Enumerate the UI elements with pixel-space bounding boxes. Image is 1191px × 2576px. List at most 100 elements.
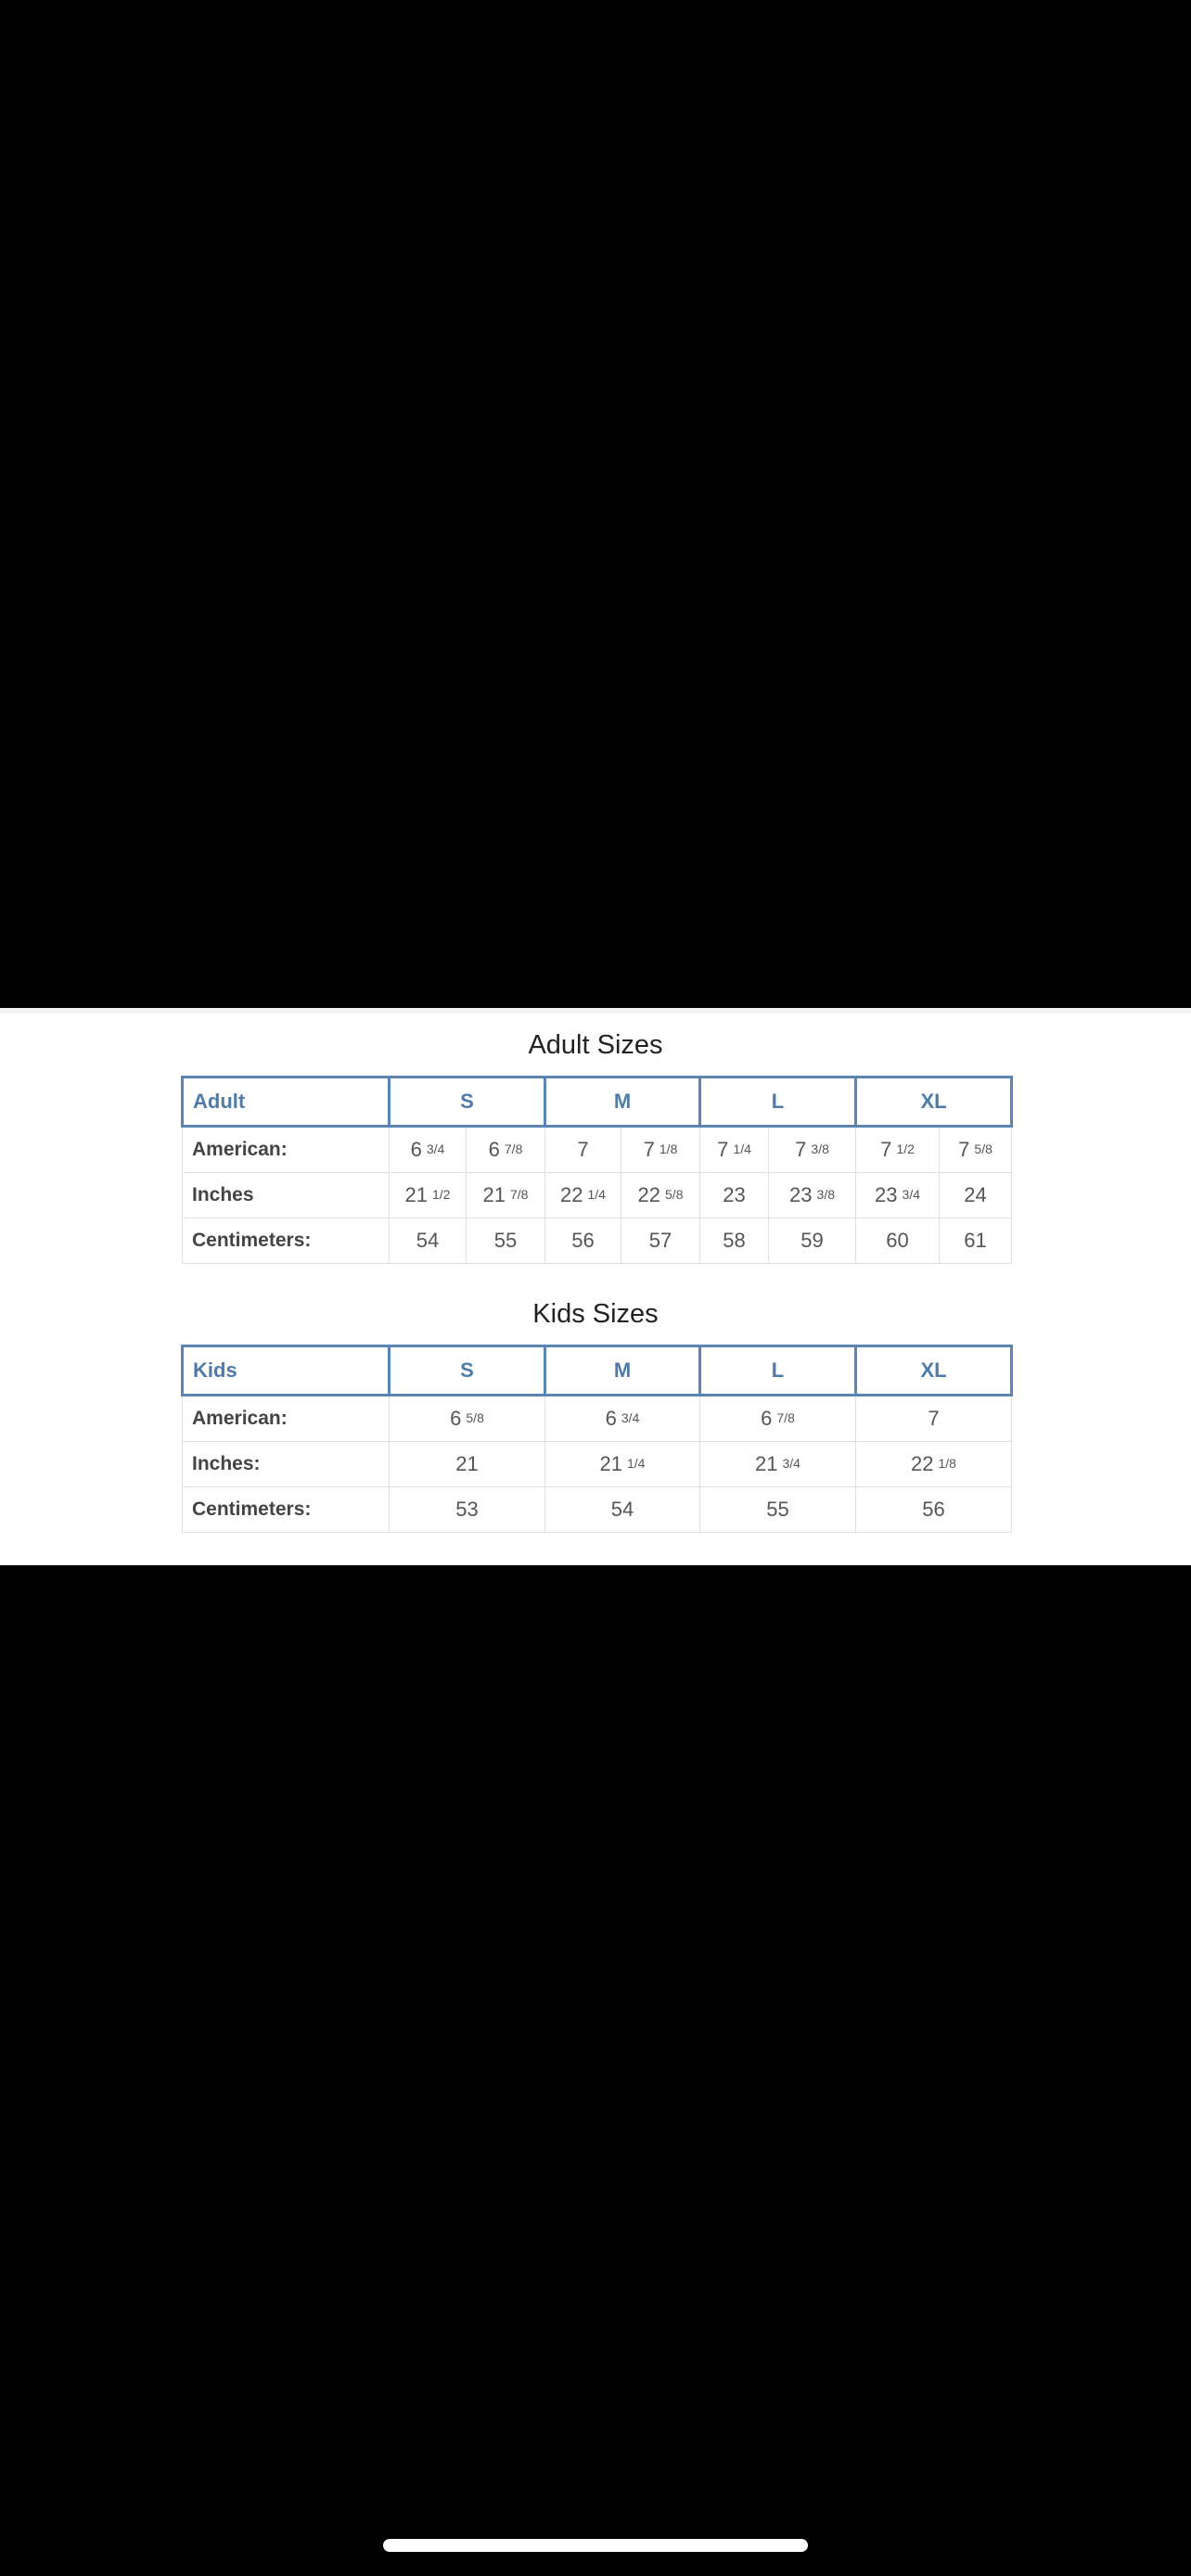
size-value: 22 1/8 [855, 1441, 1012, 1487]
whole-value: 58 [723, 1229, 746, 1252]
size-value: 55 [466, 1218, 545, 1264]
size-value: 57 [620, 1218, 701, 1264]
whole-value: 55 [766, 1498, 789, 1521]
size-value: 21 1/2 [389, 1172, 467, 1218]
table-row: Centimeters: 53 54 55 56 [182, 1486, 1012, 1533]
size-header: L [698, 1345, 857, 1396]
size-value: 23 3/4 [855, 1172, 941, 1218]
fraction-value: 1/8 [938, 1456, 956, 1471]
row-label: Centimeters: [182, 1486, 390, 1533]
whole-value: 7 [577, 1138, 589, 1161]
kids-sizes-title: Kids Sizes [532, 1299, 659, 1329]
whole-value: 21 [599, 1452, 622, 1475]
row-label: American: [182, 1395, 390, 1442]
whole-value: 54 [416, 1229, 440, 1252]
whole-value: 7 [643, 1138, 655, 1161]
adult-sizes-title: Adult Sizes [528, 1030, 663, 1060]
whole-value: 21 [755, 1452, 778, 1475]
size-value: 7 1/4 [699, 1126, 770, 1173]
size-value: 59 [768, 1218, 857, 1264]
table-row: Inches 21 1/2 21 7/8 22 1/4 22 5/8 23 23 3/8 23 3/4 24 [182, 1172, 1013, 1218]
whole-value: 22 [560, 1183, 583, 1206]
size-value: 7 1/2 [855, 1126, 941, 1173]
size-value: 7 1/8 [620, 1126, 701, 1173]
table-row: American: 6 5/8 6 3/4 6 7/8 7 [182, 1395, 1012, 1442]
fraction-value: 5/8 [466, 1410, 484, 1425]
row-label: Centimeters: [182, 1218, 390, 1264]
size-value: 55 [699, 1486, 856, 1533]
size-value: 56 [544, 1218, 621, 1264]
fraction-value: 3/4 [621, 1410, 640, 1425]
whole-value: 21 [482, 1183, 506, 1206]
whole-value: 56 [922, 1498, 945, 1521]
fraction-value: 1/8 [659, 1141, 678, 1156]
size-value: 21 1/4 [544, 1441, 700, 1487]
whole-value: 22 [637, 1183, 661, 1206]
fraction-value: 1/4 [733, 1141, 751, 1156]
whole-value: 23 [723, 1183, 746, 1206]
whole-value: 22 [911, 1452, 934, 1475]
header-row: Kids S M L XL [181, 1345, 1013, 1396]
whole-value: 7 [795, 1138, 807, 1161]
size-value: 58 [699, 1218, 770, 1264]
header-row: Adult S M L XL [181, 1076, 1014, 1128]
fraction-value: 1/4 [587, 1187, 606, 1202]
fraction-value: 1/2 [432, 1187, 451, 1202]
whole-value: 7 [880, 1138, 892, 1161]
size-value: 7 [855, 1395, 1012, 1442]
size-value: 60 [855, 1218, 941, 1264]
size-value: 56 [855, 1486, 1012, 1533]
fraction-value: 3/4 [782, 1456, 800, 1471]
table-row: American: 6 3/4 6 7/8 7 7 1/8 7 1/4 7 3/8 7 1/2 7 5/8 [182, 1126, 1013, 1173]
table-row: Inches: 21 21 1/4 21 3/4 22 1/8 [182, 1441, 1012, 1487]
size-value: 6 7/8 [466, 1126, 545, 1173]
table-header-label: Kids [181, 1345, 391, 1396]
row-label: Inches [182, 1172, 390, 1218]
whole-value: 21 [404, 1183, 428, 1206]
fraction-value: 3/8 [811, 1141, 829, 1156]
whole-value: 56 [571, 1229, 595, 1252]
size-value: 6 5/8 [389, 1395, 545, 1442]
whole-value: 55 [493, 1229, 518, 1252]
size-value: 24 [939, 1172, 1013, 1218]
whole-value: 54 [610, 1498, 634, 1521]
fraction-value: 3/4 [426, 1141, 445, 1156]
whole-value: 53 [455, 1498, 479, 1521]
size-value: 54 [389, 1218, 467, 1264]
fraction-value: 7/8 [776, 1410, 795, 1425]
size-value: 54 [544, 1486, 700, 1533]
whole-value: 7 [928, 1407, 940, 1430]
fraction-value: 7/8 [510, 1187, 529, 1202]
whole-value: 21 [455, 1452, 479, 1475]
size-header: S [388, 1076, 546, 1128]
whole-value: 6 [410, 1138, 422, 1161]
fraction-value: 3/4 [902, 1187, 920, 1202]
fraction-value: 5/8 [974, 1141, 992, 1156]
home-indicator[interactable] [383, 2539, 808, 2552]
whole-value: 7 [958, 1138, 970, 1161]
whole-value: 60 [886, 1229, 909, 1252]
whole-value: 24 [964, 1183, 987, 1206]
size-value: 53 [389, 1486, 545, 1533]
row-label: Inches: [182, 1441, 390, 1487]
fraction-value: 3/8 [816, 1187, 835, 1202]
size-value: 21 [389, 1441, 545, 1487]
whole-value: 6 [488, 1138, 500, 1161]
size-value: 6 7/8 [699, 1395, 856, 1442]
size-header: XL [854, 1076, 1014, 1128]
whole-value: 57 [648, 1229, 672, 1252]
whole-value: 6 [761, 1407, 773, 1430]
whole-value: 6 [450, 1407, 462, 1430]
table-row: Centimeters: 54 55 56 57 58 59 60 61 [182, 1218, 1013, 1264]
size-value: 7 5/8 [939, 1126, 1013, 1173]
whole-value: 23 [875, 1183, 898, 1206]
whole-value: 6 [605, 1407, 617, 1430]
row-label: American: [182, 1126, 390, 1173]
size-value: 23 3/8 [768, 1172, 857, 1218]
size-value: 23 [699, 1172, 770, 1218]
whole-value: 61 [964, 1229, 987, 1252]
adult-size-table: Adult S M L XL American: 6 3/4 6 7/8 7 7 1/8 7 1/4 7 3/8… [181, 1076, 1014, 1264]
whole-value: 59 [800, 1229, 824, 1252]
size-value: 61 [939, 1218, 1013, 1264]
size-header: XL [854, 1345, 1013, 1396]
